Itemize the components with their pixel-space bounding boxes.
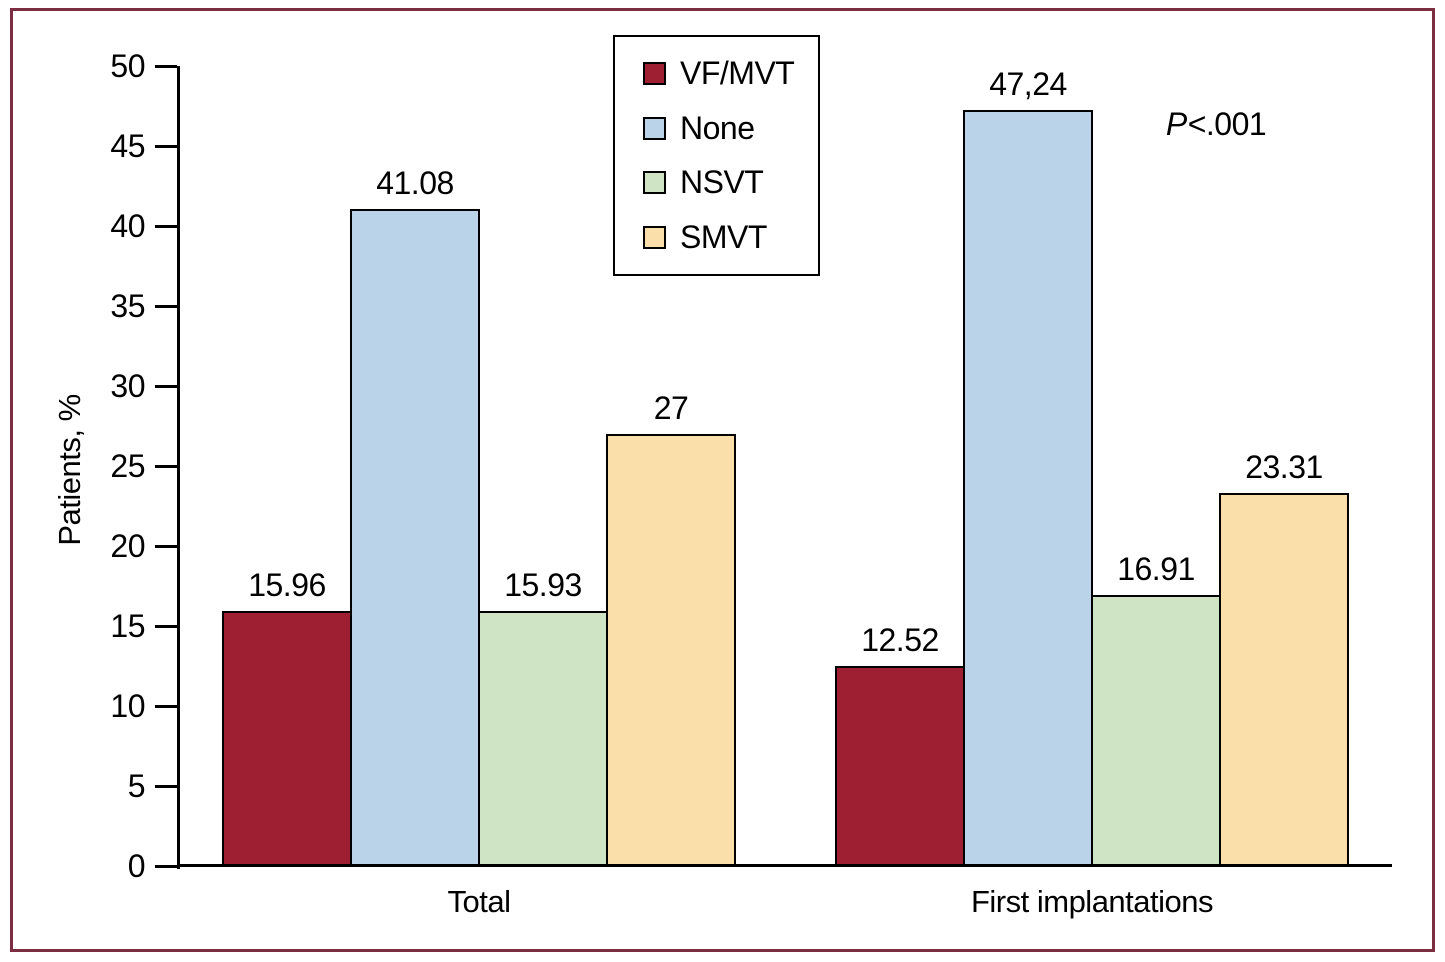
y-tick xyxy=(155,865,177,868)
figure-border xyxy=(10,8,1435,952)
p-value-italic: P xyxy=(1165,106,1187,142)
y-tick-label: 15 xyxy=(110,608,145,644)
legend-item-smvt: SMVT xyxy=(643,219,818,256)
y-tick-label: 10 xyxy=(110,688,145,724)
y-tick xyxy=(155,785,177,788)
y-tick-label: 20 xyxy=(110,528,145,564)
bar-none xyxy=(963,110,1093,866)
bar-value-label: 16.91 xyxy=(1117,551,1195,587)
p-value-rest: <.001 xyxy=(1187,106,1267,142)
bar-nsvt xyxy=(478,611,608,866)
p-value-annotation: P<.001 xyxy=(1126,102,1306,146)
y-axis-line xyxy=(177,66,180,869)
bar-value-label: 15.93 xyxy=(504,567,582,603)
x-category-label: Total xyxy=(447,884,511,919)
legend-swatch-icon xyxy=(643,171,666,195)
y-tick xyxy=(155,145,177,148)
legend: VF/MVT None NSVT SMVT xyxy=(613,35,820,276)
y-tick xyxy=(155,65,177,68)
bar-vf-mvt xyxy=(835,666,965,866)
legend-item-none: None xyxy=(643,110,818,147)
y-tick xyxy=(155,225,177,228)
y-tick-label: 45 xyxy=(110,128,145,164)
y-tick-label: 50 xyxy=(110,48,145,84)
bar-value-label: 41.08 xyxy=(376,165,454,201)
legend-item-nsvt: NSVT xyxy=(643,164,818,201)
y-tick-label: 5 xyxy=(127,768,146,804)
bar-none xyxy=(350,209,480,866)
legend-swatch-icon xyxy=(643,116,666,140)
legend-label: VF/MVT xyxy=(680,54,795,91)
legend-swatch-icon xyxy=(643,226,666,250)
bar-smvt xyxy=(1219,493,1349,866)
y-tick xyxy=(155,705,177,708)
bar-value-label: 23.31 xyxy=(1245,449,1323,485)
y-tick xyxy=(155,385,177,388)
y-tick-label: 35 xyxy=(110,288,145,324)
x-axis-line xyxy=(177,864,1392,867)
legend-item-vf-mvt: VF/MVT xyxy=(643,55,818,92)
legend-label: SMVT xyxy=(680,219,767,256)
legend-swatch-icon xyxy=(643,61,666,85)
y-tick xyxy=(155,625,177,628)
bar-value-label: 47,24 xyxy=(989,66,1067,102)
bar-vf-mvt xyxy=(222,611,352,866)
legend-label: NSVT xyxy=(680,164,764,201)
legend-label: None xyxy=(680,109,755,146)
bar-smvt xyxy=(606,434,736,866)
y-tick xyxy=(155,305,177,308)
bar-nsvt xyxy=(1091,595,1221,866)
y-tick-label: 30 xyxy=(110,368,145,404)
x-category-label: First implantations xyxy=(970,884,1214,919)
y-tick xyxy=(155,545,177,548)
y-tick-label: 0 xyxy=(127,848,146,884)
bar-value-label: 27 xyxy=(653,390,689,426)
y-tick-label: 25 xyxy=(110,448,145,484)
bar-value-label: 15.96 xyxy=(248,567,326,603)
bar-value-label: 12.52 xyxy=(861,622,939,658)
y-tick xyxy=(155,465,177,468)
y-tick-label: 40 xyxy=(110,208,145,244)
